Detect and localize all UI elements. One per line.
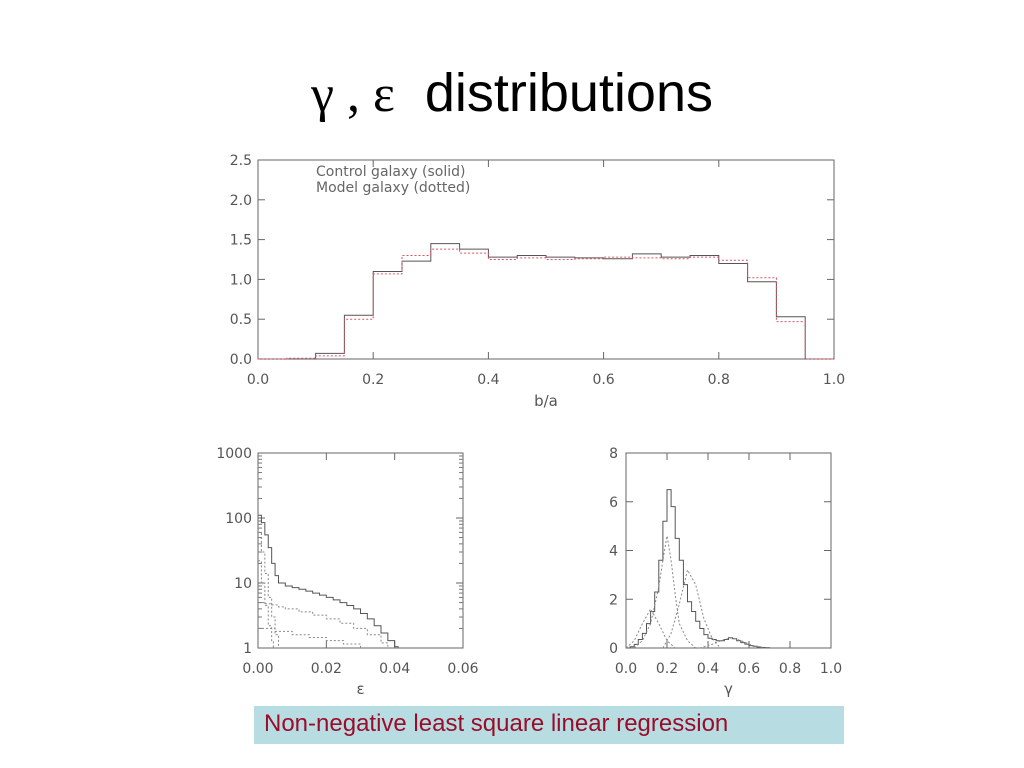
chart3-y-tick-label: 6 — [609, 495, 618, 511]
chart2-y-tick-label: 1000 — [216, 446, 252, 462]
chart1-x-axis-label: b/a — [534, 392, 558, 410]
chart3-series-0 — [626, 489, 770, 649]
chart3-x-tick-label: 0.0 — [615, 661, 637, 677]
chart1-x-tick-label: 0.0 — [247, 372, 269, 388]
chart3-series-4 — [699, 637, 766, 649]
chart2-x-tick-label: 0.04 — [379, 661, 410, 677]
chart2-y-tick-label: 1 — [243, 641, 252, 657]
caption-box: Non-negative least square linear regress… — [254, 706, 844, 744]
slide-title-greek: γ , ε — [311, 66, 395, 123]
chart3-x-tick-label: 0.2 — [656, 661, 678, 677]
chart3-y-tick-label: 8 — [609, 446, 618, 462]
chart2-y-tick-label: 10 — [234, 576, 252, 592]
chart1-frame — [257, 159, 835, 360]
chart2-series-2 — [258, 531, 279, 648]
chart1-x-tick-label: 0.2 — [362, 372, 384, 388]
slide-title-text: distributions — [424, 63, 713, 123]
chart1-y-tick-label: 2.5 — [230, 153, 252, 169]
chart1-y-tick-label: 0.5 — [230, 312, 252, 328]
chart2-frame — [257, 452, 464, 649]
chart1-y-tick-label: 1.5 — [230, 233, 252, 249]
chart2-x-tick-label: 0.06 — [447, 661, 478, 677]
chart1-y-tick-label: 0.0 — [230, 352, 252, 368]
chart1-series-model-dotted — [258, 248, 834, 360]
chart1-x-tick-label: 0.4 — [477, 372, 499, 388]
chart1-y-tick-label: 2.0 — [230, 193, 252, 209]
chart3-x-tick-label: 0.6 — [738, 661, 760, 677]
chart3-series-1 — [633, 535, 697, 649]
chart3-y-tick-label: 2 — [609, 592, 618, 608]
chart2-series-4 — [258, 627, 361, 648]
slide-title: γ , ε distributions — [0, 62, 1024, 124]
chart3-series-3 — [662, 568, 721, 649]
chart1-series-control-solid — [258, 243, 834, 360]
chart1-x-tick-label: 0.6 — [592, 372, 614, 388]
chart1-legend-entry: Model galaxy (dotted) — [316, 180, 470, 196]
chart2-x-tick-label: 0.00 — [242, 661, 273, 677]
chart1-x-tick-label: 0.8 — [708, 372, 730, 388]
chart2-y-tick-label: 100 — [225, 511, 252, 527]
chart3-x-axis-label: γ — [724, 680, 733, 698]
chart1-x-tick-label: 1.0 — [823, 372, 845, 388]
chart3-x-tick-label: 0.4 — [697, 661, 719, 677]
caption-text: Non-negative least square linear regress… — [264, 710, 729, 737]
chart2-series-1 — [258, 602, 389, 648]
chart3-y-tick-label: 0 — [609, 641, 618, 657]
chart3-y-tick-label: 4 — [609, 544, 618, 560]
chart3-x-tick-label: 1.0 — [820, 661, 842, 677]
chart3-x-tick-label: 0.8 — [779, 661, 801, 677]
chart3-frame — [625, 452, 832, 649]
chart1-legend-entry: Control galaxy (solid) — [316, 164, 465, 180]
chart2-series-0 — [258, 514, 399, 648]
chart1-y-tick-label: 1.0 — [230, 272, 252, 288]
chart2-x-axis-label: ε — [356, 680, 364, 698]
chart2-x-tick-label: 0.02 — [311, 661, 342, 677]
